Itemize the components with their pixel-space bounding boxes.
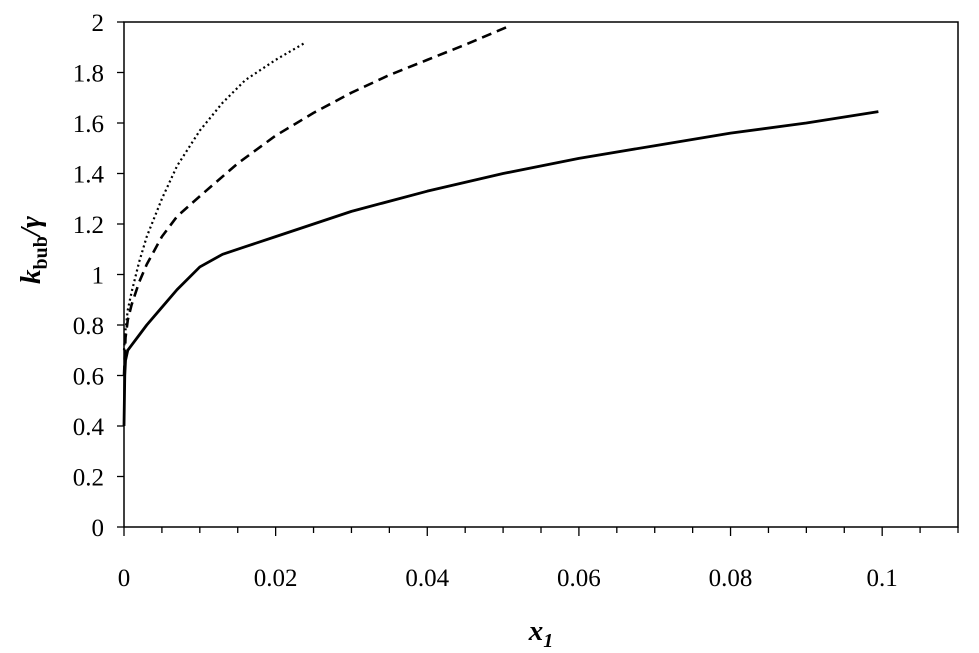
y-axis: 0 0.2 0.4 0.6 0.8 1 1.2 1.4 1.6 1.8 2	[73, 10, 124, 542]
y-axis-title: kbub/γ	[15, 215, 52, 284]
y-tick-label: 1.4	[73, 162, 105, 189]
x-tick-label: 0.1	[867, 565, 898, 592]
series-line-dotted	[122, 41, 307, 351]
y-tick-label: 2	[92, 10, 105, 37]
x-tick-label: 0.02	[254, 565, 298, 592]
series-line-dashed	[122, 25, 508, 376]
series-layer	[122, 25, 879, 427]
x-tick-label: 0	[118, 565, 131, 592]
y-tick-label: 0.2	[73, 465, 104, 492]
x-axis: 0 0.02 0.04 0.06 0.08 0.1	[118, 527, 959, 592]
y-tick-label: 1.8	[73, 61, 104, 88]
y-tick-label: 0.4	[73, 414, 105, 441]
x-tick-label: 0.08	[709, 565, 753, 592]
y-tick-label: 0.6	[73, 364, 104, 391]
plot-border	[123, 21, 959, 528]
x-tick-label: 0.06	[557, 565, 601, 592]
plot-area	[123, 21, 959, 528]
series-line-solid	[122, 110, 879, 427]
y-tick-label: 1.2	[73, 212, 104, 239]
y-tick-label: 0.8	[73, 313, 104, 340]
y-tick-label: 1.6	[73, 111, 104, 138]
x-tick-label: 0.04	[405, 565, 449, 592]
y-tick-label: 0	[92, 515, 105, 542]
y-tick-label: 1	[92, 263, 105, 290]
x-axis-title: x1	[528, 615, 554, 652]
